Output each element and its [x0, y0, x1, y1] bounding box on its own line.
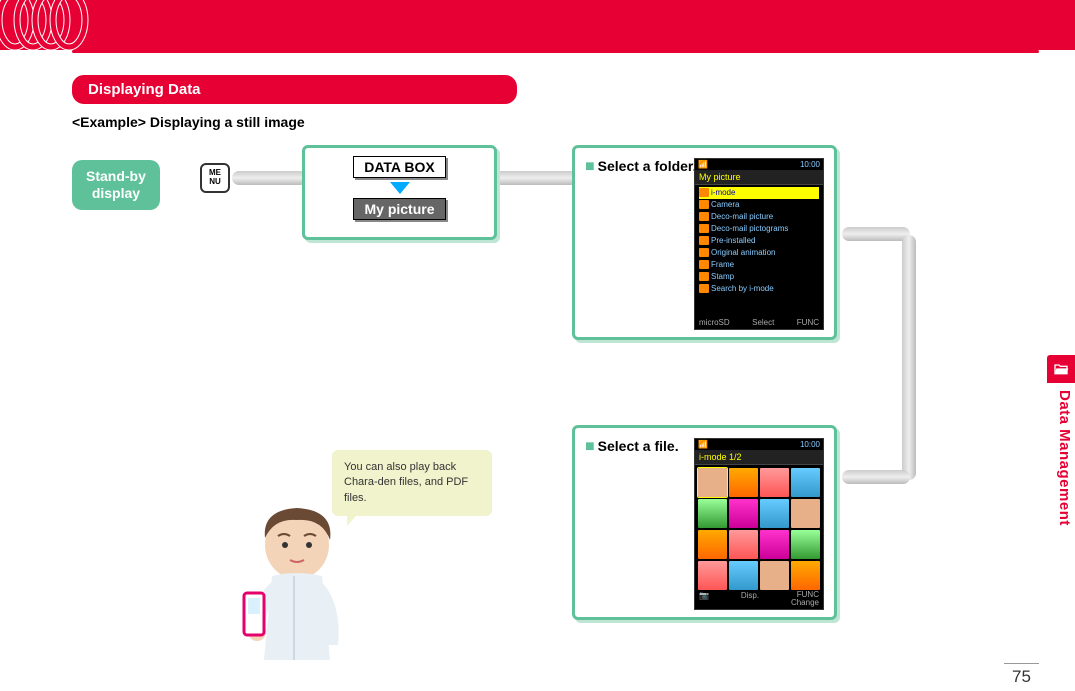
thumbnail — [791, 499, 820, 528]
thumbnail — [760, 530, 789, 559]
connector-arrow — [902, 235, 916, 480]
clock-text: 10:00 — [800, 440, 820, 449]
list-item: Stamp — [699, 271, 819, 283]
step1-label: Select a folder. — [598, 158, 697, 174]
menu-key-icon: ME NU — [200, 163, 230, 193]
menu-line2: NU — [209, 177, 221, 186]
connector-arrow — [232, 171, 307, 185]
divider-line — [72, 50, 1039, 53]
thumbnail — [791, 561, 820, 590]
page-number: 75 — [1004, 663, 1039, 687]
data-box-label: DATA BOX — [353, 156, 446, 178]
list-item: Original animation — [699, 247, 819, 259]
screen-softkeys: microSD Select FUNC — [695, 318, 823, 327]
connector-arrow — [842, 227, 910, 241]
list-item: Pre-installed — [699, 235, 819, 247]
standby-line2: display — [92, 185, 140, 201]
thumbnail — [760, 499, 789, 528]
softkey-center: Select — [752, 318, 774, 327]
list-item: i-mode — [699, 187, 819, 199]
thumbnail — [729, 561, 758, 590]
list-item: Frame — [699, 259, 819, 271]
connector-arrow — [842, 470, 910, 484]
databox-panel: DATA BOX My picture — [302, 145, 497, 240]
step-select-folder-panel: ■Select a folder. 📶 10:00 My picture i-m… — [572, 145, 837, 340]
softkey-right: FUNCChange — [791, 591, 819, 607]
section-title: Displaying Data — [72, 75, 517, 104]
thumbnail — [698, 530, 727, 559]
softkey-center: Disp. — [741, 591, 759, 607]
character-illustration: You can also play back Chara-den files, … — [202, 450, 472, 660]
list-item: Deco-mail pictograms — [699, 223, 819, 235]
step2-label: Select a file. — [598, 438, 679, 454]
standby-line1: Stand-by — [86, 168, 146, 184]
list-item: Deco-mail picture — [699, 211, 819, 223]
signal-icon: 📶 — [698, 440, 708, 449]
signal-icon: 📶 — [698, 160, 708, 169]
connector-arrow — [492, 171, 578, 185]
step-select-file-panel: ■Select a file. 📶 10:00 i-mode 1/2 — [572, 425, 837, 620]
thumbnail — [698, 499, 727, 528]
thumbnail — [729, 499, 758, 528]
bullet-icon: ■ — [585, 438, 595, 455]
triangle-down-icon — [390, 182, 410, 194]
thumbnail — [729, 530, 758, 559]
screen-topbar: 📶 10:00 — [695, 439, 823, 450]
side-section-label: Data Management — [1056, 390, 1073, 526]
clock-text: 10:00 — [800, 160, 820, 169]
thumbnail — [760, 561, 789, 590]
my-picture-label: My picture — [353, 198, 445, 220]
softkey-left: 📷 — [699, 591, 709, 607]
flow-diagram: Stand-by display ME NU DATA BOX My pictu… — [72, 145, 1039, 345]
thumbnail-grid — [695, 465, 823, 593]
phone-screen-folders: 📶 10:00 My picture i-mode Camera Deco-ma… — [694, 158, 824, 330]
thumbnail — [698, 468, 727, 497]
thumbnail — [760, 468, 789, 497]
step-text: ■Select a folder. — [585, 158, 697, 176]
bullet-icon: ■ — [585, 158, 595, 175]
menu-line1: ME — [209, 168, 221, 177]
rings-decoration — [0, 0, 105, 52]
softkey-left: microSD — [699, 318, 730, 327]
standby-display-badge: Stand-by display — [72, 160, 160, 210]
step-text: ■Select a file. — [585, 438, 679, 456]
page-header — [0, 0, 1075, 60]
list-item: Camera — [699, 199, 819, 211]
thumbnail — [791, 468, 820, 497]
screen-softkeys: 📷 Disp. FUNCChange — [695, 591, 823, 607]
list-item: Search by i-mode — [699, 283, 819, 295]
swoosh-curve — [95, 0, 1075, 56]
boy-character-icon — [202, 490, 382, 670]
thumbnail — [698, 561, 727, 590]
screen-title: i-mode 1/2 — [695, 450, 823, 465]
thumbnail — [791, 530, 820, 559]
example-label: <Example> Displaying a still image — [72, 114, 1039, 130]
screen-list: i-mode Camera Deco-mail picture Deco-mai… — [695, 185, 823, 297]
section-tab — [1047, 355, 1075, 383]
screen-topbar: 📶 10:00 — [695, 159, 823, 170]
phone-screen-files: 📶 10:00 i-mode 1/2 — [694, 438, 824, 610]
folder-icon — [1053, 361, 1069, 377]
thumbnail — [729, 468, 758, 497]
screen-title: My picture — [695, 170, 823, 185]
softkey-right: FUNC — [797, 318, 819, 327]
content-area: Displaying Data <Example> Displaying a s… — [72, 75, 1039, 671]
